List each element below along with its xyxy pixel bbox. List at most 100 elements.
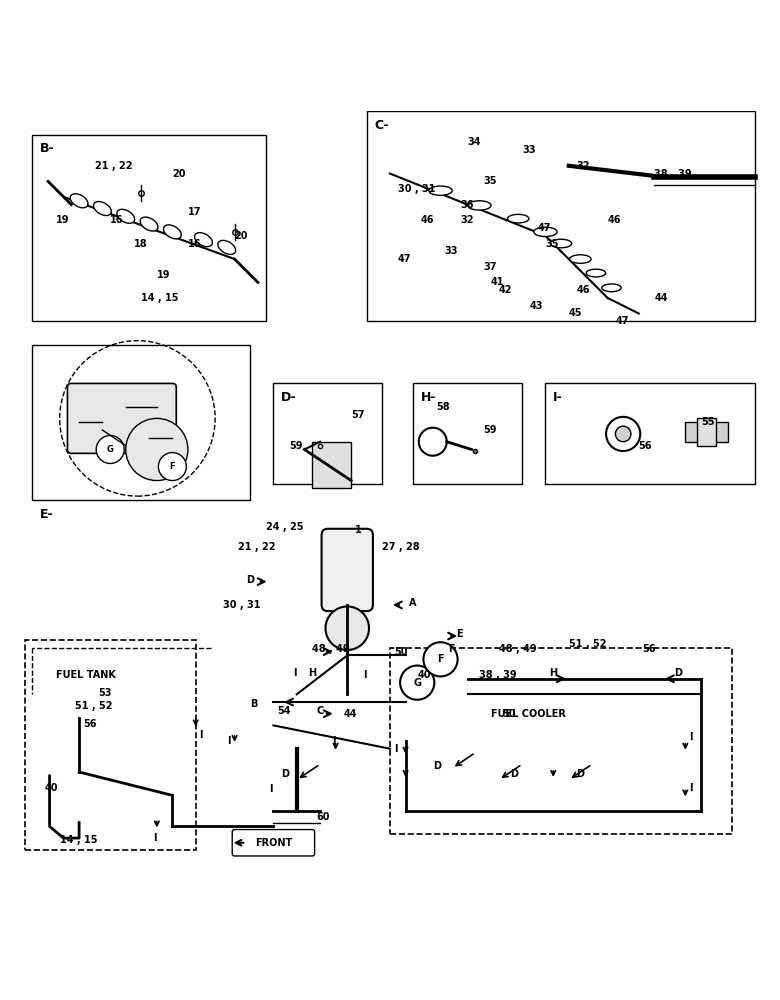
Text: 44: 44 [343,709,357,719]
Bar [33,135,266,321]
FancyBboxPatch shape [67,383,176,453]
Text: 51 , 52: 51 , 52 [75,701,113,711]
Text: I-: I- [553,391,563,404]
Text: 34: 34 [468,137,481,147]
Text: 42: 42 [499,285,512,295]
Circle shape [606,417,640,451]
Text: 48 , 49: 48 , 49 [312,644,350,654]
Text: I: I [332,736,335,746]
Text: I: I [153,833,157,843]
Text: 20: 20 [172,169,186,179]
Text: E-: E- [41,508,54,521]
Ellipse shape [534,227,557,237]
Text: 38 , 39: 38 , 39 [654,169,692,179]
Text: F: F [169,462,176,471]
Text: F: F [438,654,444,664]
Circle shape [96,435,124,463]
Text: 1: 1 [355,525,362,535]
Text: 17: 17 [188,207,201,217]
Text: 46: 46 [421,215,434,225]
Text: 30 , 31: 30 , 31 [398,184,435,194]
Text: 50: 50 [502,709,516,719]
Text: 38 , 39: 38 , 39 [480,670,517,680]
Text: 59: 59 [289,441,303,451]
Text: 36: 36 [460,200,473,210]
Text: 35: 35 [545,239,559,249]
Text: 58: 58 [437,402,450,412]
FancyBboxPatch shape [232,830,314,856]
Text: 19: 19 [157,270,170,280]
Text: D: D [576,769,584,779]
Text: I: I [394,744,397,754]
Ellipse shape [70,194,88,208]
Text: 24 , 25: 24 , 25 [266,522,303,532]
Circle shape [400,666,434,700]
Circle shape [615,426,631,442]
Circle shape [158,453,186,481]
Text: I: I [363,670,367,680]
Ellipse shape [94,202,112,216]
Ellipse shape [117,209,135,223]
Text: 46: 46 [576,285,590,295]
Text: 55: 55 [701,417,714,427]
Ellipse shape [140,217,158,231]
Text: 47: 47 [398,254,411,264]
Text: 19: 19 [56,215,69,225]
Text: I: I [292,668,296,678]
Text: 60: 60 [316,812,330,822]
Bar [390,648,732,834]
Text: G: G [107,445,114,454]
Ellipse shape [164,225,181,239]
Text: H: H [308,668,317,678]
Text: 21 , 22: 21 , 22 [239,542,276,552]
Text: H-: H- [421,391,437,404]
Text: FUEL TANK: FUEL TANK [56,670,115,680]
Text: B-: B- [41,142,55,155]
Circle shape [325,606,369,650]
Ellipse shape [602,284,621,292]
Text: D: D [281,769,289,779]
Text: 20: 20 [235,231,248,241]
Bar [686,422,728,442]
Text: 40: 40 [44,783,58,793]
Text: 35: 35 [484,176,497,186]
Text: F: F [448,644,455,654]
Text: 46: 46 [608,215,621,225]
Text: 50: 50 [394,647,407,657]
Text: G: G [413,678,421,688]
Bar [33,345,250,500]
Text: 16: 16 [188,239,201,249]
Bar [367,111,755,321]
FancyBboxPatch shape [321,529,373,611]
Ellipse shape [569,255,591,263]
Text: 32: 32 [460,215,473,225]
Text: C-: C- [374,119,389,132]
Text: 33: 33 [522,145,536,155]
Text: D: D [674,668,682,678]
Text: D-: D- [281,391,297,404]
Text: D: D [510,769,519,779]
Text: 59: 59 [484,425,497,435]
Ellipse shape [587,269,606,277]
Circle shape [424,642,458,676]
Text: I: I [690,732,693,742]
Circle shape [419,428,447,456]
Text: 18: 18 [133,239,147,249]
Text: 14 , 15: 14 , 15 [60,835,98,845]
Text: 57: 57 [351,410,364,420]
Text: 47: 47 [615,316,629,326]
Text: 27 , 28: 27 , 28 [382,542,420,552]
Bar [274,383,382,484]
Text: 56: 56 [643,644,656,654]
Text: D: D [246,575,254,585]
Ellipse shape [508,214,529,223]
Text: D: D [433,761,441,771]
Circle shape [126,418,188,481]
Text: 47: 47 [537,223,551,233]
Text: 48 , 49: 48 , 49 [499,644,537,654]
Text: 56: 56 [83,719,97,729]
Bar [697,418,717,446]
Text: 53: 53 [98,688,112,698]
Text: 32: 32 [576,161,590,171]
Text: 51 , 52: 51 , 52 [569,639,606,649]
